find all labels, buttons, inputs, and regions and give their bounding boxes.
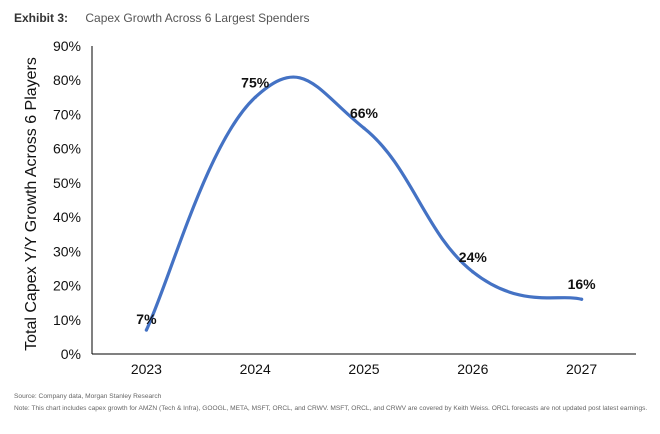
y-tick-label: 40% bbox=[53, 209, 81, 225]
x-tick-label: 2023 bbox=[131, 361, 162, 377]
y-tick-label: 30% bbox=[53, 243, 81, 259]
y-tick-label: 10% bbox=[53, 312, 81, 328]
y-axis-title: Total Capex Y/Y Growth Across 6 Players bbox=[23, 57, 40, 351]
exhibit-label: Exhibit 3: bbox=[14, 11, 69, 25]
x-tick-label: 2024 bbox=[240, 361, 271, 377]
data-label: 7% bbox=[136, 311, 157, 327]
data-label: 24% bbox=[459, 249, 488, 265]
y-tick-label: 20% bbox=[53, 278, 81, 294]
data-point bbox=[144, 328, 148, 332]
data-point bbox=[471, 270, 475, 274]
y-tick-label: 50% bbox=[53, 175, 81, 191]
data-point bbox=[362, 126, 366, 130]
series-line bbox=[144, 75, 584, 332]
x-tick-label: 2027 bbox=[566, 361, 597, 377]
y-tick-label: 0% bbox=[61, 346, 81, 362]
y-tick-label: 90% bbox=[53, 38, 81, 54]
data-point bbox=[253, 95, 257, 99]
data-label: 66% bbox=[350, 105, 379, 121]
exhibit-header: Exhibit 3: Capex Growth Across 6 Largest… bbox=[14, 11, 309, 25]
x-tick-label: 2026 bbox=[457, 361, 488, 377]
y-tick-label: 70% bbox=[53, 106, 81, 122]
data-point bbox=[580, 297, 584, 301]
y-tick-label: 60% bbox=[53, 141, 81, 157]
x-tick-label: 2025 bbox=[348, 361, 379, 377]
source-note: Source: Company data, Morgan Stanley Res… bbox=[14, 393, 162, 400]
data-label: 75% bbox=[241, 74, 270, 90]
footnote: Note: This chart includes capex growth f… bbox=[14, 405, 648, 412]
y-tick-label: 80% bbox=[53, 72, 81, 88]
chart-title: Capex Growth Across 6 Largest Spenders bbox=[85, 11, 310, 25]
data-label: 16% bbox=[568, 276, 597, 292]
